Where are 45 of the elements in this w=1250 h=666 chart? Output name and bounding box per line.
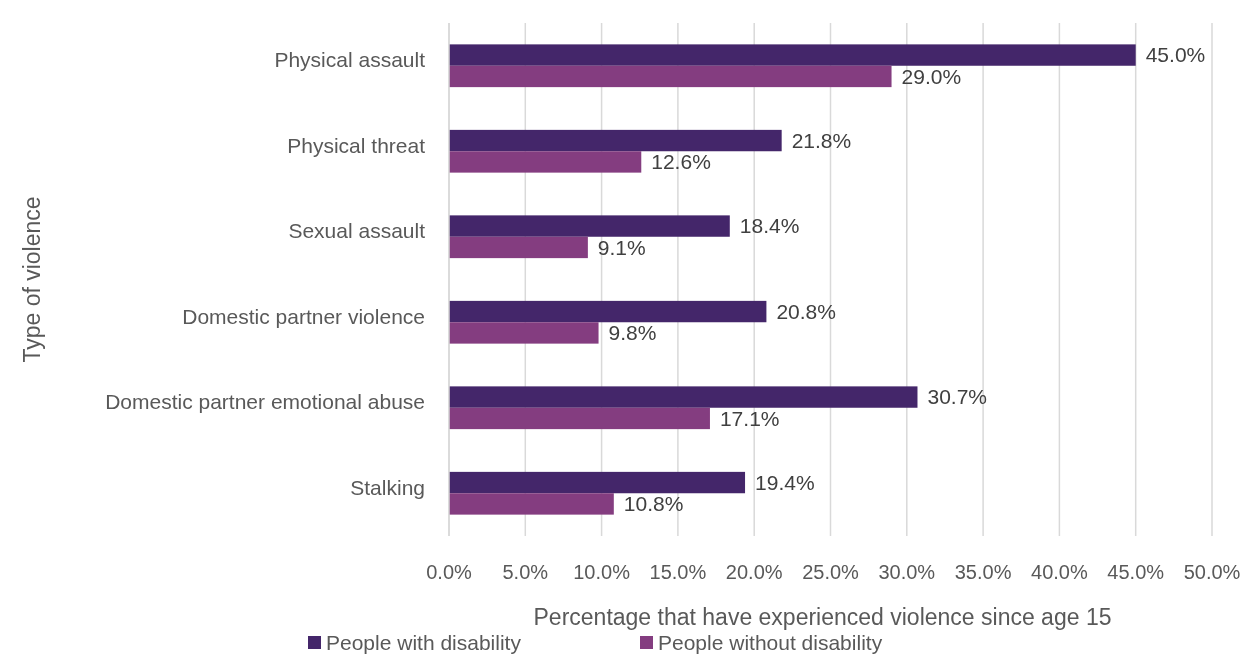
y-tick-label: Physical threat — [287, 133, 426, 157]
x-tick-label: 45.0% — [1107, 561, 1165, 583]
x-tick-label: 0.0% — [426, 561, 473, 583]
x-tick-label: 25.0% — [802, 561, 860, 583]
data-label: 45.0% — [1145, 43, 1206, 67]
data-label: 18.4% — [739, 214, 800, 238]
x-tick-label: 20.0% — [725, 561, 783, 583]
bar — [449, 300, 767, 323]
data-label: 29.0% — [901, 64, 962, 88]
bar — [449, 129, 782, 152]
x-tick-label: 15.0% — [649, 561, 707, 583]
data-label: 10.8% — [623, 492, 684, 516]
legend-label: People with disability — [326, 631, 522, 654]
bar — [449, 322, 599, 344]
data-label: 12.6% — [651, 150, 711, 174]
data-label: 17.1% — [719, 406, 780, 430]
bar — [449, 386, 918, 408]
data-label: 19.4% — [755, 470, 815, 494]
data-label: 20.8% — [776, 299, 836, 323]
x-tick-label: 10.0% — [573, 561, 631, 583]
data-label: 9.8% — [608, 321, 657, 345]
x-axis-title: Percentage that have experienced violence since age 15 — [533, 604, 1112, 630]
x-tick-label: 5.0% — [502, 561, 549, 583]
y-tick-label: Stalking — [350, 475, 425, 499]
bar — [449, 236, 588, 259]
y-axis-title: Type of violence — [19, 196, 45, 363]
y-tick-label: Physical assault — [274, 48, 426, 72]
bar — [449, 471, 746, 494]
x-tick-label: 35.0% — [954, 561, 1012, 583]
data-label: 21.8% — [791, 128, 852, 152]
bar — [449, 151, 642, 173]
bar — [449, 493, 614, 515]
x-tick-label: 30.0% — [878, 561, 936, 583]
y-tick-label: Domestic partner emotional abuse — [105, 390, 425, 414]
y-tick-label: Domestic partner violence — [182, 304, 425, 328]
x-tick-label: 50.0% — [1183, 561, 1241, 583]
y-tick-label: Sexual assault — [288, 219, 426, 243]
bar — [449, 44, 1136, 66]
data-label: 30.7% — [927, 385, 988, 409]
bar — [449, 407, 710, 430]
data-label: 9.1% — [597, 235, 646, 259]
bar — [449, 215, 730, 237]
bar — [449, 65, 892, 88]
x-tick-label: 40.0% — [1031, 561, 1088, 583]
legend-label: People without disability — [658, 631, 883, 654]
